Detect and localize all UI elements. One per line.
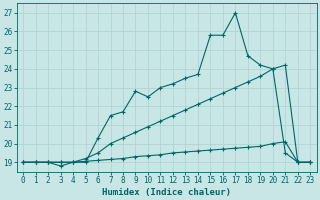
X-axis label: Humidex (Indice chaleur): Humidex (Indice chaleur) [102,188,231,197]
